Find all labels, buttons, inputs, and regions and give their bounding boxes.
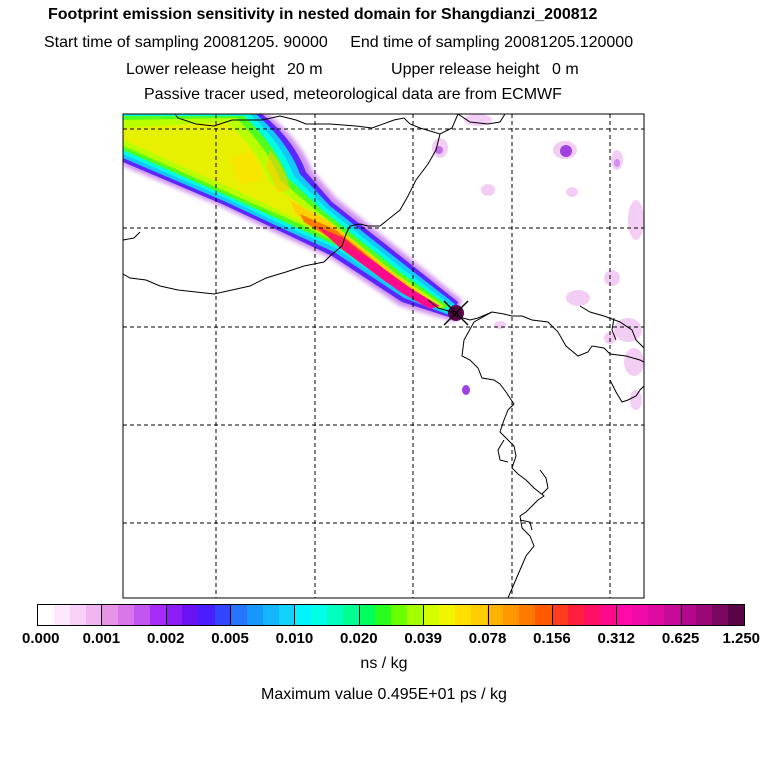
upper-height-value: 0 m xyxy=(552,61,579,78)
colorbar-divider xyxy=(551,605,553,625)
colorbar-cell xyxy=(567,605,584,625)
colorbar-cell xyxy=(663,605,680,625)
colorbar-cell xyxy=(487,605,504,625)
colorbar-cell xyxy=(647,605,664,625)
colorbar-tick-label: 0.156 xyxy=(533,630,571,647)
colorbar-cell xyxy=(695,605,712,625)
colorbar-cell xyxy=(455,605,472,625)
colorbar-cell xyxy=(728,605,745,625)
colorbar-divider xyxy=(294,605,296,625)
colorbar-cell xyxy=(471,605,488,625)
colorbar-divider xyxy=(616,605,618,625)
colorbar-tick-labels: 0.000 0.001 0.002 0.005 0.010 0.020 0.039 0.078… xyxy=(0,630,768,650)
colorbar-cell xyxy=(182,605,199,625)
tracer-note: Passive tracer used, meteorological data… xyxy=(144,86,562,103)
colorbar-divider xyxy=(165,605,167,625)
colorbar-cell xyxy=(374,605,392,625)
colorbar-cell xyxy=(118,605,135,625)
colorbar-cell xyxy=(615,605,632,625)
map-frame xyxy=(122,113,645,599)
colorbar-cell xyxy=(246,605,263,625)
colorbar-cell xyxy=(150,605,167,625)
colorbar-tick-label: 0.312 xyxy=(597,630,636,647)
lower-height-label: Lower release height xyxy=(126,61,275,78)
colorbar-tick-label: 0.002 xyxy=(146,630,185,647)
colorbar-cell xyxy=(439,605,456,625)
colorbar-cell xyxy=(38,605,55,625)
x-marker xyxy=(443,300,469,326)
lower-height-value: 20 m xyxy=(287,61,323,78)
colorbar-cell xyxy=(278,605,295,625)
colorbar-divider xyxy=(423,605,425,625)
colorbar-cell xyxy=(134,605,151,625)
colorbar-cell xyxy=(166,605,183,625)
colorbar-tick-label: 0.010 xyxy=(275,630,314,647)
colorbar-cell xyxy=(230,605,247,625)
colorbar-cell xyxy=(631,605,648,625)
colorbar-tick-label: 0.039 xyxy=(404,630,442,647)
start-time-label: Start time of sampling xyxy=(44,34,199,51)
release-heights: Lower release height 20 m Upper release … xyxy=(126,61,579,79)
colorbar-tick-label: 0.000 xyxy=(21,630,60,647)
colorbar-cell xyxy=(86,605,103,625)
colorbar-cell xyxy=(214,605,231,625)
colorbar-tick-label: 0.001 xyxy=(82,630,121,647)
maximum-value-text: Maximum value 0.495E+01 ps / kg xyxy=(261,686,507,703)
colorbar-cell xyxy=(358,605,375,625)
footprint-plume xyxy=(123,114,469,326)
colorbar-cell xyxy=(70,605,87,625)
upper-height-label: Upper release height xyxy=(391,61,540,78)
colorbar-cell xyxy=(391,605,408,625)
end-time-label: End time of sampling xyxy=(350,34,500,51)
colorbar-cell xyxy=(535,605,552,625)
chart-title: Footprint emission sensitivity in nested… xyxy=(48,6,598,23)
colorbar-cell xyxy=(519,605,536,625)
colorbar-divider xyxy=(230,605,232,625)
end-time-value: 20081205.120000 xyxy=(504,34,634,51)
weak-sensitivity-patches xyxy=(432,114,644,410)
colorbar-divider xyxy=(487,605,489,625)
colorbar-cell xyxy=(423,605,440,625)
colorbar-tick-label: 0.625 xyxy=(661,630,700,647)
colorbar xyxy=(37,604,745,626)
start-time-value: 20081205. 90000 xyxy=(203,34,328,51)
colorbar-cell xyxy=(294,605,311,625)
colorbar-tick-label: 0.020 xyxy=(340,630,378,647)
colorbar-divider xyxy=(680,605,682,625)
colorbar-cell xyxy=(326,605,343,625)
colorbar-cell xyxy=(310,605,327,625)
coastlines-borders xyxy=(123,114,644,598)
colorbar-divider xyxy=(358,605,360,625)
colorbar-cell xyxy=(599,605,616,625)
colorbar-tick-label: 0.078 xyxy=(468,630,507,647)
colorbar-cell xyxy=(583,605,600,625)
colorbar-cell xyxy=(503,605,520,625)
colorbar-cell xyxy=(102,605,119,625)
colorbar-cell xyxy=(342,605,359,625)
grid-lines xyxy=(123,114,644,598)
sampling-times: Start time of sampling 20081205. 90000 E… xyxy=(44,34,633,52)
colorbar-tick-label: 0.005 xyxy=(211,630,249,647)
colorbar-units: ns / kg xyxy=(360,655,408,672)
colorbar-cell xyxy=(54,605,71,625)
colorbar-tick-label: 1.250 xyxy=(722,630,761,647)
colorbar-cell xyxy=(711,605,729,625)
colorbar-cell xyxy=(262,605,279,625)
colorbar-divider xyxy=(101,605,103,625)
colorbar-cell xyxy=(679,605,696,625)
colorbar-cell xyxy=(551,605,568,625)
colorbar-cell xyxy=(198,605,215,625)
colorbar-cell xyxy=(407,605,424,625)
